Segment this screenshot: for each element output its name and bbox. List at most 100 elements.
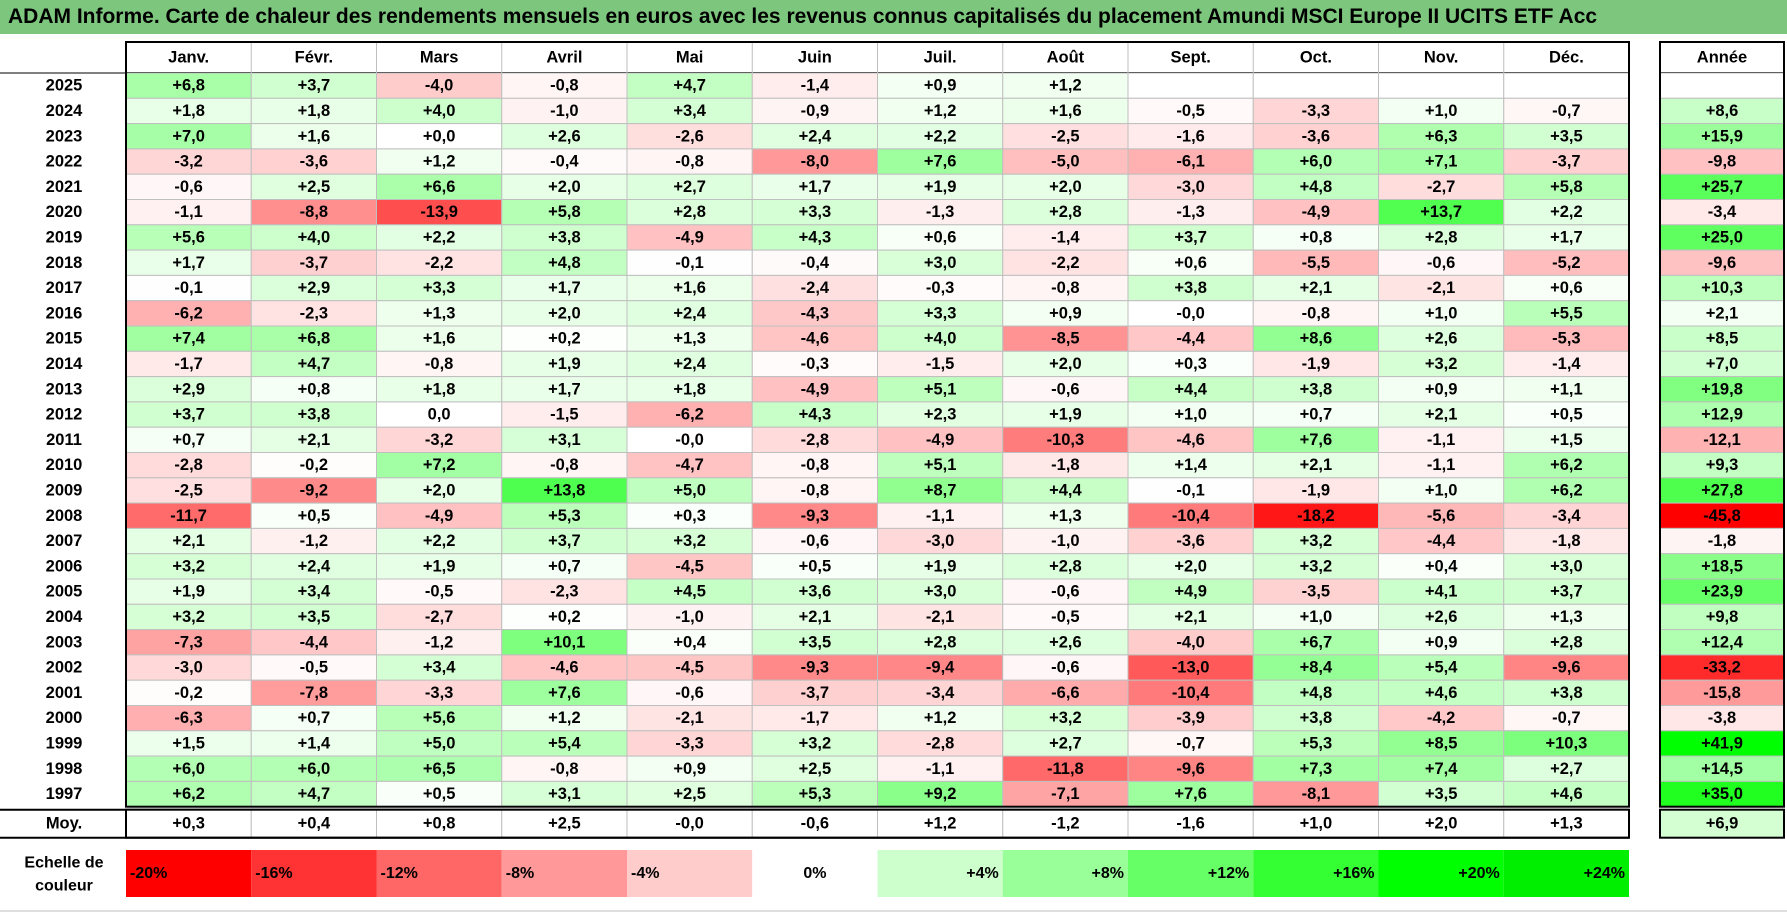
annual-value: -9,8 — [1708, 153, 1736, 171]
heatmap-cell — [751, 553, 878, 580]
annual-cell — [1659, 679, 1785, 707]
cell-value: -0,8 — [675, 153, 703, 171]
heatmap-cell — [1503, 274, 1630, 302]
cell-value: -9,6 — [1176, 760, 1204, 778]
cell-value: +1,1 — [1550, 380, 1583, 398]
cell-value: +1,7 — [799, 178, 832, 196]
row-year-label: 2024 — [46, 102, 84, 120]
month-header-7: Juil. — [924, 49, 957, 67]
cell-value: -0,7 — [1176, 734, 1204, 752]
cell-value: +2,1 — [799, 608, 832, 626]
cell-value: +6,0 — [298, 760, 331, 778]
heatmap-cell — [250, 97, 377, 125]
row-year-label: 2018 — [46, 254, 83, 272]
heatmap-cell — [1252, 527, 1379, 555]
cell-value: +1,7 — [1550, 228, 1583, 246]
annual-value: +15,9 — [1701, 127, 1743, 145]
color-scale-swatch — [877, 850, 1003, 897]
color-scale-swatch — [752, 850, 878, 897]
cell-value: -4,0 — [1176, 633, 1204, 651]
heatmap-cell — [1002, 426, 1129, 454]
heatmap-cell — [250, 527, 377, 555]
cell-value: +4,8 — [1300, 684, 1333, 702]
cell-value: -3,4 — [926, 684, 955, 702]
cell-value: -3,7 — [300, 254, 328, 272]
heatmap-cell — [125, 350, 252, 378]
heatmap-cell — [1252, 452, 1379, 479]
average-value: +0,3 — [172, 815, 205, 833]
cell-value: -0,9 — [801, 102, 829, 120]
cell-value: -11,7 — [170, 507, 207, 525]
cell-value: +0,7 — [1300, 406, 1333, 424]
cell-value: -1,1 — [1427, 431, 1455, 449]
cell-value: -3,3 — [1302, 102, 1330, 120]
row-year-label: 2000 — [46, 709, 83, 727]
heatmap-cell — [376, 502, 503, 529]
cell-value: +5,1 — [924, 456, 957, 474]
cell-value: -2,4 — [801, 279, 830, 297]
heatmap-cell — [376, 376, 503, 403]
cell-value: -4,6 — [1176, 431, 1204, 449]
heatmap-cell — [877, 401, 1004, 428]
cell-value: -7,8 — [300, 684, 328, 702]
heatmap-cell — [626, 148, 753, 175]
cell-value: -1,9 — [1302, 481, 1330, 499]
cell-value: +7,6 — [1174, 785, 1207, 803]
cell-value: -0,8 — [1302, 304, 1330, 322]
cell-value: +2,2 — [423, 532, 456, 550]
heatmap-cell — [1378, 224, 1505, 251]
heatmap-cell — [877, 72, 1004, 99]
heatmap-cell — [1127, 426, 1254, 454]
annual-value: -15,8 — [1703, 684, 1741, 702]
cell-value: -8,5 — [1051, 330, 1079, 348]
cell-value: +1,8 — [172, 102, 205, 120]
heatmap-cell — [1252, 629, 1379, 656]
cell-value: +8,6 — [1300, 330, 1333, 348]
heatmap-cell — [1002, 553, 1129, 580]
heatmap-cell — [376, 553, 503, 580]
heatmap-cell — [626, 274, 753, 302]
cell-value: +2,1 — [1300, 279, 1333, 297]
cell-value: +1,2 — [924, 102, 957, 120]
cell-value: +5,0 — [423, 734, 456, 752]
heatmap-cell — [376, 730, 503, 757]
cell-value: +3,4 — [423, 659, 456, 677]
color-scale-swatch — [126, 850, 252, 897]
annual-cell — [1659, 730, 1785, 757]
cell-value: +1,3 — [1049, 507, 1082, 525]
cell-value: +2,2 — [1550, 203, 1583, 221]
average-annual-cell — [1659, 808, 1785, 839]
cell-value: +3,7 — [548, 532, 581, 550]
cell-value: +2,1 — [1174, 608, 1207, 626]
heatmap-cell — [1127, 173, 1254, 200]
cell-value: +4,1 — [1425, 583, 1458, 601]
cell-value: +6,2 — [172, 785, 205, 803]
heatmap-cell — [877, 376, 1004, 403]
heatmap-cell — [1378, 148, 1505, 175]
cell-value: +3,2 — [172, 557, 205, 575]
heatmap-cell — [1503, 705, 1630, 732]
heatmap-cell — [125, 527, 252, 555]
cell-value: +7,6 — [548, 684, 581, 702]
heatmap-cell — [877, 173, 1004, 200]
cell-value: +5,3 — [548, 507, 581, 525]
heatmap-cell — [501, 527, 628, 555]
cell-value: -1,7 — [801, 709, 829, 727]
cell-value: +6,6 — [423, 178, 456, 196]
cell-value: -4,9 — [926, 431, 954, 449]
annual-cell — [1659, 553, 1785, 580]
heatmap-cell — [1127, 679, 1254, 707]
heatmap-cell — [501, 173, 628, 200]
cell-value: -1,3 — [926, 203, 954, 221]
cell-value: +7,4 — [172, 330, 205, 348]
cell-value: +1,7 — [172, 254, 205, 272]
cell-value: +6,2 — [1550, 456, 1583, 474]
cell-value: -1,5 — [926, 355, 954, 373]
cell-value: -0,3 — [926, 279, 954, 297]
annual-cell — [1659, 502, 1785, 529]
average-value: +1,0 — [1300, 815, 1333, 833]
cell-value: +2,2 — [924, 127, 957, 145]
cell-value: +3,1 — [548, 431, 581, 449]
annual-cell — [1659, 426, 1785, 454]
heatmap-cell — [626, 199, 753, 226]
